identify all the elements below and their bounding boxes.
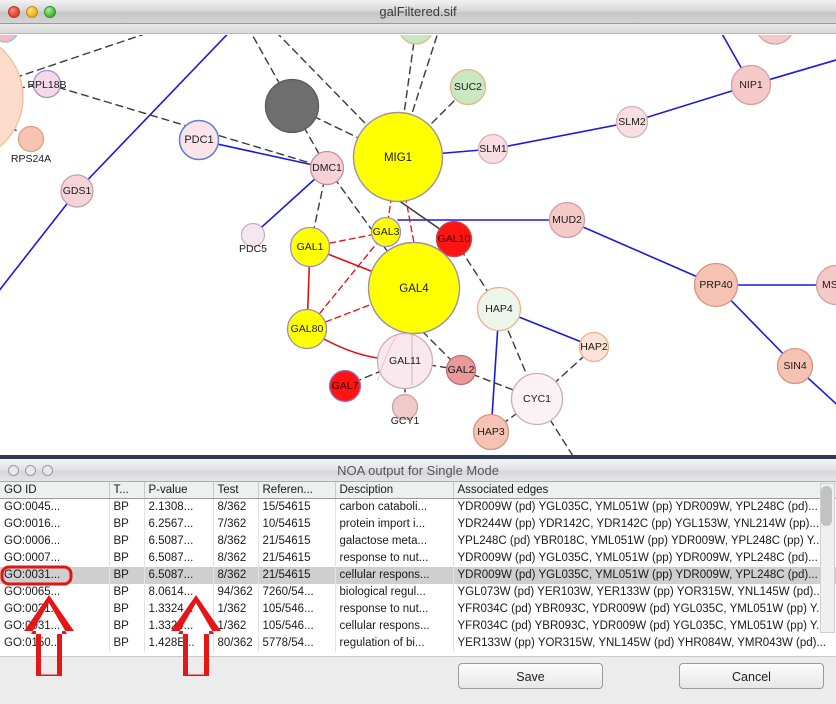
svg-text:MIG1: MIG1 bbox=[384, 152, 412, 164]
svg-text:DMC1: DMC1 bbox=[312, 162, 342, 174]
svg-text:PRP40: PRP40 bbox=[699, 279, 732, 291]
svg-text:SIN4: SIN4 bbox=[783, 360, 807, 372]
svg-text:GAL1: GAL1 bbox=[297, 241, 324, 253]
svg-text:GAL11: GAL11 bbox=[389, 355, 421, 367]
svg-text:HAP3: HAP3 bbox=[477, 426, 505, 438]
svg-text:NIP1: NIP1 bbox=[739, 79, 763, 91]
svg-text:PDC5: PDC5 bbox=[239, 243, 267, 255]
svg-text:GAL10: GAL10 bbox=[438, 233, 471, 245]
svg-text:SUC2: SUC2 bbox=[454, 81, 482, 93]
svg-text:MSI1: MSI1 bbox=[822, 279, 836, 291]
svg-text:GDS1: GDS1 bbox=[63, 185, 92, 197]
svg-text:GAL3: GAL3 bbox=[373, 226, 400, 238]
svg-text:GCY1: GCY1 bbox=[391, 415, 420, 427]
svg-text:GAL80: GAL80 bbox=[291, 323, 324, 335]
svg-text:HAP4: HAP4 bbox=[485, 303, 513, 315]
svg-text:RPL18B: RPL18B bbox=[27, 79, 66, 91]
svg-text:RPS24A: RPS24A bbox=[11, 153, 51, 165]
svg-text:GAL7: GAL7 bbox=[332, 380, 359, 392]
svg-text:MUD2: MUD2 bbox=[552, 214, 582, 226]
svg-text:HAP2: HAP2 bbox=[580, 341, 608, 353]
svg-text:PDC1: PDC1 bbox=[184, 134, 213, 146]
svg-text:SLM1: SLM1 bbox=[479, 143, 507, 155]
svg-text:SLM2: SLM2 bbox=[618, 116, 646, 128]
svg-text:GAL2: GAL2 bbox=[448, 364, 475, 376]
svg-text:CYC1: CYC1 bbox=[523, 393, 551, 405]
svg-text:GAL4: GAL4 bbox=[399, 283, 429, 295]
